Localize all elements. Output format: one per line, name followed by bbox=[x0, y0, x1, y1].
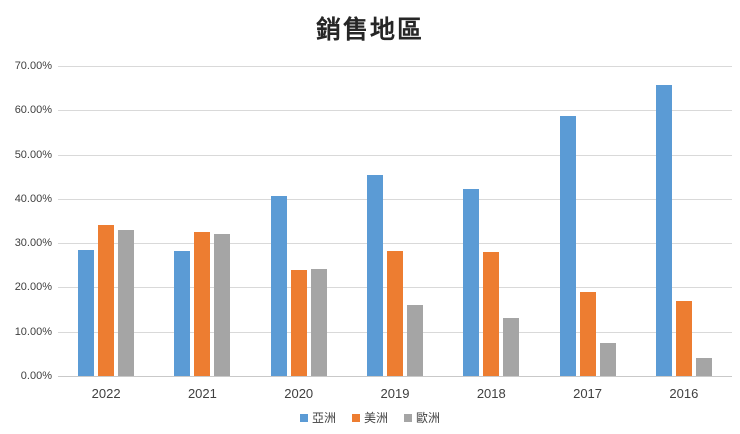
x-axis-category-label: 2016 bbox=[669, 386, 699, 401]
legend-item-americas: 美洲 bbox=[351, 409, 388, 426]
bar-europe-2022 bbox=[118, 229, 135, 376]
x-axis-category-label: 2017 bbox=[573, 386, 603, 401]
y-axis-tick-label: 60.00% bbox=[14, 104, 52, 116]
bar-asia-2017 bbox=[559, 115, 576, 376]
y-axis-tick-label: 30.00% bbox=[14, 237, 52, 249]
gridline bbox=[58, 110, 732, 111]
bar-americas-2022 bbox=[98, 225, 115, 376]
bar-americas-2021 bbox=[194, 231, 211, 376]
y-axis-tick-label: 0.00% bbox=[20, 370, 52, 382]
x-axis-category-label: 2020 bbox=[284, 386, 314, 401]
legend-item-asia: 亞洲 bbox=[299, 409, 336, 426]
bar-americas-2018 bbox=[483, 252, 500, 376]
legend-swatch-europe bbox=[404, 413, 412, 422]
bar-europe-2020 bbox=[310, 268, 327, 376]
y-axis-tick-label: 20.00% bbox=[14, 281, 52, 293]
bar-asia-2018 bbox=[463, 188, 480, 376]
x-axis-category-label: 2018 bbox=[476, 386, 506, 401]
x-axis-category-label: 2022 bbox=[91, 386, 121, 401]
bar-europe-2021 bbox=[214, 234, 231, 376]
bar-americas-2020 bbox=[290, 269, 307, 376]
bar-americas-2017 bbox=[579, 291, 596, 376]
bar-americas-2016 bbox=[675, 300, 692, 376]
legend-item-europe: 歐洲 bbox=[404, 409, 440, 426]
bar-europe-2016 bbox=[695, 358, 712, 376]
bar-europe-2019 bbox=[407, 305, 423, 376]
legend-swatch-americas bbox=[351, 413, 360, 422]
bar-europe-2018 bbox=[503, 318, 520, 376]
legend-label-americas: 美洲 bbox=[363, 411, 388, 425]
y-axis-tick-label: 50.00% bbox=[14, 149, 52, 161]
gridline bbox=[58, 155, 732, 156]
x-axis-category-label: 2021 bbox=[187, 386, 217, 401]
x-axis-line bbox=[58, 376, 732, 377]
legend-label-europe: 歐洲 bbox=[416, 411, 441, 425]
chart-title: 銷售地區 bbox=[315, 16, 424, 44]
bar-asia-2016 bbox=[655, 85, 672, 376]
gridline bbox=[58, 243, 732, 244]
bar-asia-2022 bbox=[78, 249, 95, 376]
bar-asia-2021 bbox=[174, 251, 191, 376]
bar-europe-2017 bbox=[599, 342, 616, 376]
bar-asia-2019 bbox=[367, 174, 383, 376]
gridline bbox=[58, 199, 732, 200]
y-axis-tick-label: 70.00% bbox=[14, 60, 52, 72]
bar-americas-2019 bbox=[387, 251, 403, 376]
legend: 亞洲 美洲 歐洲 bbox=[0, 409, 740, 426]
legend-swatch-asia bbox=[299, 413, 308, 422]
bar-asia-2020 bbox=[270, 195, 287, 376]
gridline bbox=[58, 66, 732, 67]
x-axis-category-label: 2019 bbox=[380, 386, 410, 401]
y-axis-tick-label: 40.00% bbox=[14, 193, 52, 205]
legend-label-asia: 亞洲 bbox=[311, 411, 336, 425]
y-axis-tick-label: 10.00% bbox=[14, 326, 52, 338]
